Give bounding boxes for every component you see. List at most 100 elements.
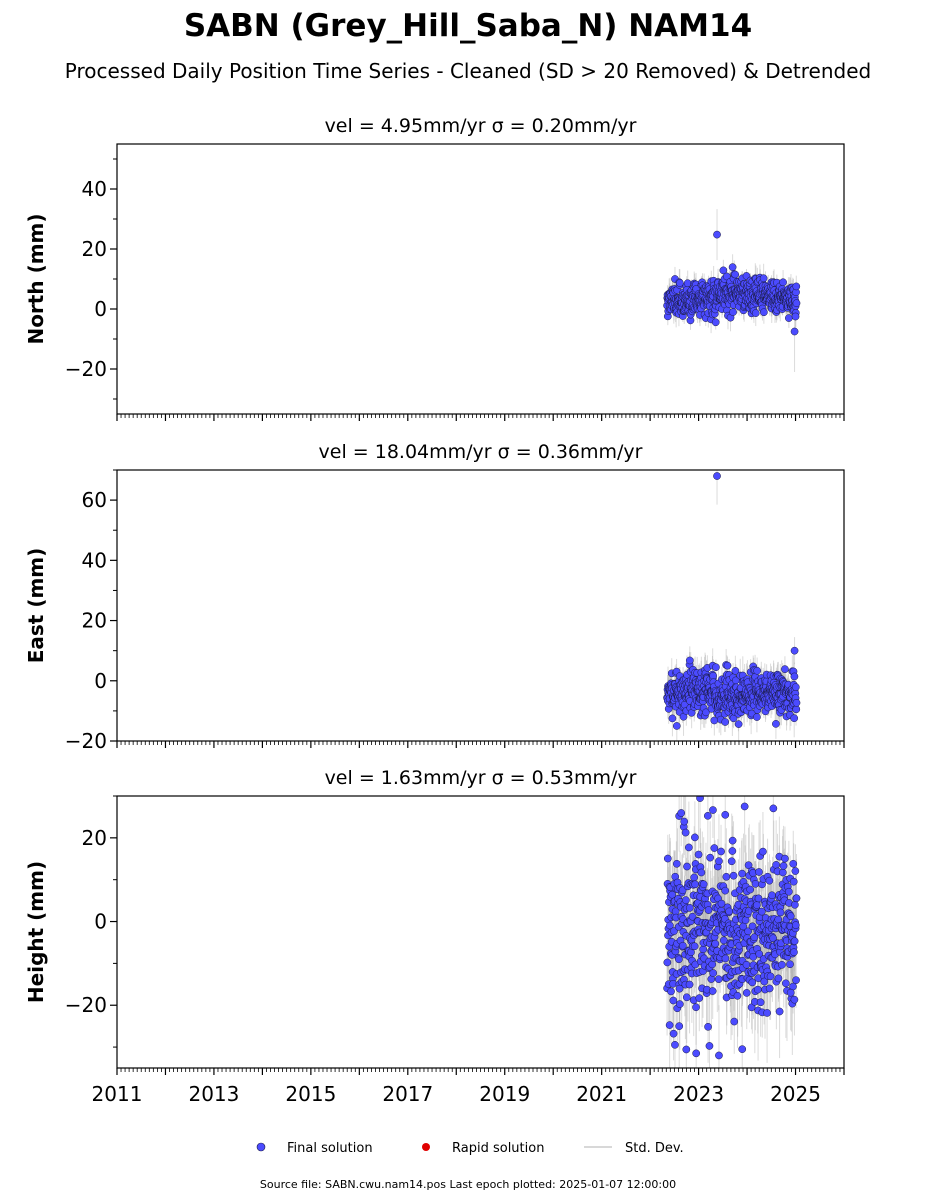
y-tick-label: 20: [82, 237, 107, 261]
data-point: [791, 867, 800, 875]
data-point: [663, 958, 672, 967]
data-point: [713, 472, 721, 480]
data-point: [791, 683, 800, 691]
data-point: [753, 666, 761, 675]
data-point: [685, 980, 694, 989]
panel-title: vel = 4.95mm/yr σ = 0.20mm/yr: [325, 115, 637, 137]
data-point: [791, 900, 799, 909]
data-point: [789, 877, 798, 886]
data-point: [753, 713, 761, 721]
data-point: [691, 833, 699, 842]
data-point: [774, 915, 783, 924]
data-point: [791, 312, 800, 321]
data-point: [786, 988, 795, 997]
data-point: [756, 998, 765, 1007]
y-axis-label: Height (mm): [24, 861, 48, 1003]
data-point: [755, 868, 763, 876]
data-point: [786, 912, 795, 921]
data-point: [688, 912, 697, 921]
data-point: [759, 274, 768, 283]
data-point: [792, 976, 800, 985]
data-point: [790, 672, 799, 681]
data-point: [791, 921, 800, 929]
data-point: [675, 955, 683, 964]
data-point: [772, 861, 780, 869]
data-point: [792, 698, 801, 707]
data-point: [744, 927, 752, 936]
data-point: [703, 811, 712, 820]
x-tick-label: 2011: [92, 1082, 143, 1106]
data-point: [668, 714, 677, 723]
data-point: [755, 950, 764, 958]
panel-title: vel = 18.04mm/yr σ = 0.36mm/yr: [319, 441, 643, 463]
data-point: [665, 1021, 674, 1029]
data-layer: [663, 209, 801, 372]
data-point: [751, 879, 760, 888]
data-point: [683, 279, 692, 288]
data-point: [751, 309, 760, 317]
data-point: [708, 987, 717, 995]
data-point: [717, 847, 725, 856]
y-tick-label: −20: [65, 729, 107, 753]
data-point: [748, 922, 757, 931]
y-tick-label: 0: [94, 910, 107, 934]
data-point: [772, 720, 780, 728]
data-point: [699, 945, 708, 954]
data-point: [706, 853, 715, 862]
x-tick-label: 2025: [770, 1082, 821, 1106]
data-point: [715, 857, 723, 865]
data-point: [792, 705, 801, 714]
data-point: [677, 809, 686, 817]
data-point: [759, 847, 767, 856]
data-point: [675, 1000, 684, 1008]
data-point: [721, 810, 730, 819]
x-tick-label: 2021: [576, 1082, 627, 1106]
data-point: [682, 993, 691, 1002]
data-point: [727, 857, 736, 866]
x-tick-label: 2013: [188, 1082, 239, 1106]
data-point: [696, 796, 704, 802]
x-tick-label: 2017: [382, 1082, 433, 1106]
legend-final-marker: [256, 1142, 266, 1152]
data-point: [675, 279, 684, 287]
data-point: [785, 314, 793, 322]
data-point: [690, 873, 699, 882]
data-layer: [663, 470, 801, 741]
data-point: [683, 862, 691, 871]
data-point: [738, 869, 746, 878]
final-solution-points: [663, 796, 801, 1060]
legend: Final solution Rapid solution Std. Dev.: [256, 1141, 684, 1156]
data-point: [675, 1022, 684, 1031]
data-point: [733, 991, 742, 1000]
data-point: [765, 984, 774, 993]
data-point: [678, 886, 687, 895]
data-point: [690, 942, 699, 951]
data-point: [685, 904, 694, 912]
legend-stddev-label: Std. Dev.: [625, 1141, 684, 1156]
data-point: [766, 972, 775, 981]
panel-title: vel = 1.63mm/yr σ = 0.53mm/yr: [325, 767, 637, 789]
data-point: [697, 868, 706, 877]
data-point: [702, 708, 710, 717]
data-point: [669, 1029, 678, 1038]
data-point: [672, 859, 681, 868]
y-tick-label: −20: [65, 993, 107, 1017]
data-point: [731, 270, 740, 279]
data-point: [729, 871, 738, 880]
data-point: [779, 862, 788, 870]
legend-rapid-marker: [422, 1143, 430, 1151]
x-tick-label: 2019: [479, 1082, 530, 1106]
data-point: [790, 646, 799, 655]
data-point: [776, 908, 785, 917]
data-point: [713, 230, 721, 239]
data-point: [734, 720, 743, 728]
data-point: [728, 836, 737, 845]
data-point: [778, 960, 786, 969]
data-point: [754, 894, 763, 903]
data-point: [712, 663, 720, 672]
y-axis-label: East (mm): [24, 548, 48, 664]
data-point: [680, 817, 689, 826]
data-point: [704, 906, 713, 914]
data-point: [782, 979, 790, 988]
data-point: [781, 665, 789, 674]
